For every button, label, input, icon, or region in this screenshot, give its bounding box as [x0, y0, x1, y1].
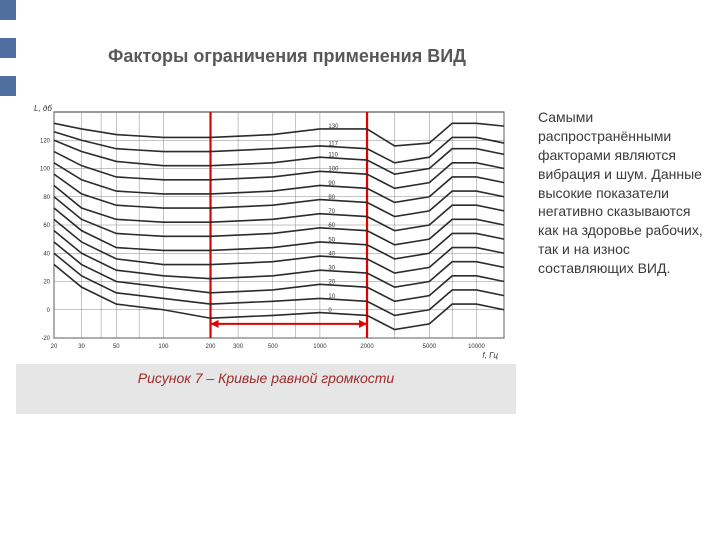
- svg-text:L, дб: L, дб: [34, 104, 52, 113]
- svg-text:100: 100: [158, 344, 169, 350]
- svg-text:20: 20: [328, 280, 335, 286]
- svg-text:500: 500: [268, 344, 279, 350]
- bar: [0, 76, 16, 96]
- svg-text:20: 20: [43, 280, 50, 286]
- svg-text:0: 0: [47, 308, 51, 314]
- svg-text:40: 40: [328, 251, 335, 257]
- svg-text:110: 110: [328, 153, 338, 159]
- svg-text:100: 100: [40, 167, 51, 173]
- svg-text:80: 80: [328, 195, 335, 201]
- svg-text:200: 200: [206, 344, 217, 350]
- chart-container: 20 30 50 100 200 300 500 1000 2000 5000 10000 -20 0 2…: [16, 104, 516, 414]
- svg-text:20: 20: [51, 344, 58, 350]
- bar: [0, 38, 16, 58]
- svg-text:70: 70: [328, 209, 335, 215]
- svg-text:10: 10: [328, 294, 335, 300]
- svg-text:60: 60: [328, 223, 335, 229]
- svg-text:30: 30: [328, 266, 335, 272]
- svg-text:300: 300: [233, 344, 244, 350]
- chart-caption: Рисунок 7 – Кривые равной громкости: [16, 364, 516, 386]
- svg-text:30: 30: [78, 344, 85, 350]
- svg-text:80: 80: [43, 195, 50, 201]
- svg-text:130: 130: [328, 124, 339, 130]
- svg-text:2000: 2000: [360, 344, 374, 350]
- svg-text:5000: 5000: [423, 344, 437, 350]
- svg-text:90: 90: [328, 181, 335, 187]
- svg-text:50: 50: [328, 237, 335, 243]
- svg-text:50: 50: [113, 344, 120, 350]
- equal-loudness-chart: 20 30 50 100 200 300 500 1000 2000 5000 10000 -20 0 2…: [16, 104, 516, 364]
- svg-text:10000: 10000: [468, 344, 485, 350]
- body-text: Самыми распространёнными факторами являю…: [538, 108, 703, 278]
- bar: [0, 0, 16, 20]
- svg-text:40: 40: [43, 251, 50, 257]
- svg-text:f, Гц: f, Гц: [482, 351, 498, 360]
- svg-text:60: 60: [43, 223, 50, 229]
- slide-title: Факторы ограничения применения ВИД: [108, 46, 466, 67]
- decorative-left-bars: [0, 0, 16, 114]
- svg-text:120: 120: [40, 138, 51, 144]
- svg-text:100: 100: [328, 167, 339, 173]
- svg-text:-20: -20: [41, 336, 50, 342]
- svg-text:1000: 1000: [313, 344, 327, 350]
- svg-text:117: 117: [328, 141, 338, 147]
